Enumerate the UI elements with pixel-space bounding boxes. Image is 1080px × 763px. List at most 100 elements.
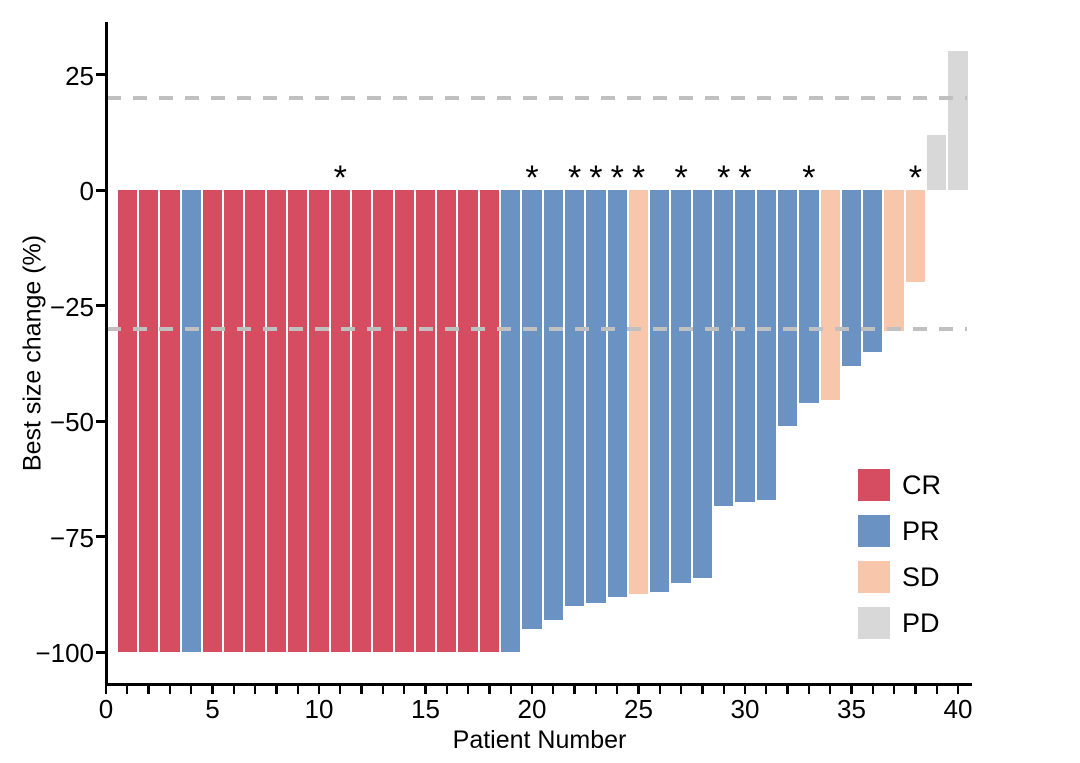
x-tick-35 [850, 686, 853, 694]
asterisk-patient-22: * [567, 159, 582, 197]
bar-patient-15 [415, 190, 436, 652]
x-tick-5 [211, 686, 214, 694]
asterisk-patient-23: * [589, 159, 603, 197]
legend-swatch-pr [858, 515, 890, 547]
x-tick-label-15: 15 [411, 694, 440, 724]
x-tick-32 [786, 686, 789, 694]
asterisk-patient-38: * [908, 159, 922, 197]
x-tick-34 [829, 686, 832, 694]
bar-patient-7 [245, 190, 265, 652]
bar-patient-25 [628, 190, 649, 595]
x-tick-40 [956, 686, 960, 694]
x-tick-17 [466, 686, 470, 694]
bar-patient-16 [437, 190, 457, 652]
x-tick-37 [892, 686, 896, 694]
legend-label-pd: PD [902, 608, 940, 638]
bar-patient-5 [202, 190, 223, 652]
legend-swatch-pd [858, 607, 890, 639]
x-tick-label-30: 30 [730, 694, 760, 724]
bar-patient-39 [927, 134, 947, 190]
x-tick-10 [317, 686, 321, 694]
bar-patient-32 [777, 190, 798, 426]
x-tick-21 [552, 686, 555, 694]
bar-patient-19 [501, 190, 521, 652]
x-tick-1 [126, 686, 129, 694]
asterisk-patient-29: * [717, 159, 731, 197]
x-tick-24 [616, 686, 619, 694]
bar-patient-6 [224, 190, 244, 652]
x-tick-15 [424, 686, 427, 694]
x-tick-39 [935, 686, 938, 694]
x-tick-28 [701, 686, 704, 694]
x-tick-38 [914, 686, 917, 694]
bar-patient-3 [160, 190, 180, 652]
asterisk-patient-11: * [333, 159, 347, 197]
x-tick-11 [339, 686, 342, 694]
asterisk-patient-25: * [631, 159, 646, 197]
x-tick-9 [296, 686, 299, 694]
x-tick-6 [232, 686, 235, 694]
x-tick-2 [147, 686, 150, 694]
y-tick-label-25: 25 [65, 60, 94, 91]
bar-patient-34 [820, 190, 840, 401]
y-tick-label--75: −75 [49, 522, 94, 553]
x-tick-23 [594, 686, 598, 694]
bar-patient-35 [841, 190, 862, 366]
y-tick--100 [96, 650, 105, 654]
x-tick-label-0: 0 [98, 694, 114, 724]
x-tick-label-20: 20 [517, 694, 547, 724]
x-tick-13 [381, 686, 385, 694]
bar-patient-20 [522, 190, 542, 629]
x-tick-label-25: 25 [624, 694, 653, 724]
y-axis-line [105, 22, 108, 686]
x-tick-0 [104, 686, 108, 694]
reference-line-20 [107, 95, 967, 100]
bar-patient-38 [905, 190, 926, 283]
x-tick-19 [509, 686, 512, 694]
asterisk-patient-33: * [802, 159, 816, 197]
x-tick-36 [871, 686, 874, 694]
asterisk-patient-30: * [738, 159, 752, 197]
x-tick-25 [637, 686, 640, 694]
bar-patient-13 [373, 190, 393, 652]
bar-patient-37 [884, 190, 904, 331]
x-tick-26 [658, 686, 661, 694]
bar-patient-17 [458, 190, 478, 652]
x-tick-label-35: 35 [837, 694, 866, 724]
legend-label-cr: CR [902, 470, 941, 500]
x-axis-title: Patient Number [452, 726, 627, 754]
bar-patient-21 [543, 190, 563, 620]
legend-label-pr: PR [902, 516, 940, 546]
y-tick-label--25: −25 [49, 291, 94, 322]
legend-swatch-sd [858, 561, 890, 593]
y-tick--25 [96, 304, 105, 307]
bar-patient-33 [799, 190, 819, 403]
asterisk-patient-27: * [674, 159, 688, 197]
y-axis-title: Best size change (%) [18, 234, 47, 472]
y-tick-label--50: −50 [49, 407, 94, 437]
x-tick-3 [168, 686, 172, 694]
bar-patient-31 [756, 190, 776, 500]
y-tick-0 [96, 188, 105, 192]
x-tick-29 [722, 686, 725, 694]
bar-patient-14 [394, 190, 414, 652]
y-tick--75 [96, 535, 105, 538]
bar-patient-1 [117, 190, 137, 652]
x-tick-31 [765, 686, 768, 694]
x-tick-label-5: 5 [205, 694, 220, 724]
x-axis-line [105, 683, 972, 686]
bar-patient-2 [138, 190, 159, 652]
x-tick-7 [253, 686, 257, 694]
bar-patient-4 [181, 190, 201, 652]
bar-patient-27 [671, 190, 691, 583]
reference-line--30 [107, 326, 967, 331]
bar-patient-36 [863, 190, 883, 352]
x-tick-20 [530, 686, 534, 694]
asterisk-patient-20: * [525, 159, 539, 197]
bar-patient-28 [692, 190, 713, 579]
x-tick-30 [743, 686, 747, 694]
bar-patient-18 [479, 190, 500, 652]
asterisk-patient-24: * [610, 159, 624, 197]
x-tick-12 [360, 686, 363, 694]
